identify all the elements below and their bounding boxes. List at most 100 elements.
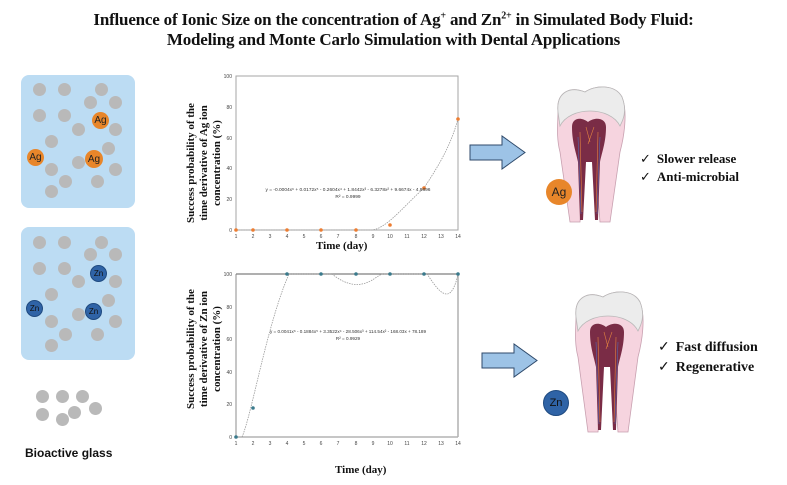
svg-text:20: 20: [226, 197, 232, 203]
title-line-2: Modeling and Monte Carlo Simulation with…: [166, 30, 621, 49]
glass-particle: [95, 83, 108, 96]
zn-chart-y-ticks: 0 20 40 60 80 100: [224, 272, 233, 441]
glass-particle: [58, 262, 71, 275]
svg-text:1: 1: [235, 234, 238, 240]
zn-ion: Zn: [85, 303, 102, 320]
zn-chart-axes: [235, 273, 459, 438]
glass-particle: [33, 236, 46, 249]
check-icon: ✓: [640, 151, 651, 166]
svg-text:14: 14: [455, 441, 461, 447]
glass-particle: [45, 339, 58, 352]
glass-particle: [109, 275, 122, 288]
svg-text:40: 40: [226, 166, 232, 172]
glass-particle: [72, 308, 85, 321]
ag-solution-box: Ag Ag Ag: [21, 75, 135, 208]
svg-text:8: 8: [355, 234, 358, 240]
svg-text:11: 11: [404, 441, 409, 447]
glass-particle: [58, 83, 71, 96]
zn-chart-x-axis-label: Time (day): [335, 464, 387, 476]
svg-text:3: 3: [269, 234, 272, 240]
glass-particle: [109, 315, 122, 328]
glass-particle: [45, 135, 58, 148]
zn-ion: Zn: [26, 300, 43, 317]
glass-particle: [95, 236, 108, 249]
svg-text:1: 1: [235, 441, 238, 447]
glass-particle: [109, 123, 122, 136]
svg-text:20: 20: [226, 402, 232, 408]
benefit-item: ✓ Anti-microbial: [640, 169, 739, 184]
zn-data-points: [234, 272, 460, 439]
svg-text:12: 12: [421, 441, 427, 447]
ag-chart-axes: [235, 75, 459, 231]
zn-trendline-equation: y = 0.0041x⁶ - 0.1884x⁵ + 3.3522x⁴ - 28.…: [270, 329, 427, 334]
glass-particle: [109, 248, 122, 261]
svg-text:6: 6: [320, 441, 323, 447]
svg-text:40: 40: [226, 370, 232, 376]
ag-ion-badge: Ag: [546, 179, 572, 205]
glass-particle: [56, 413, 69, 426]
bioactive-glass-caption: Bioactive glass: [25, 446, 113, 460]
ag-chart-y-axis-label: Success probability of the time derivati…: [185, 103, 223, 223]
ag-benefits-list: ✓ Slower release ✓ Anti-microbial: [640, 150, 739, 186]
glass-particle: [45, 315, 58, 328]
svg-text:0: 0: [229, 435, 232, 441]
svg-text:5: 5: [303, 234, 306, 240]
svg-text:100: 100: [224, 272, 233, 278]
glass-particle: [102, 294, 115, 307]
tooth-icon: [575, 291, 644, 433]
svg-text:11: 11: [404, 234, 409, 240]
ag-data-points: [234, 117, 460, 232]
glass-particle: [68, 406, 81, 419]
svg-text:60: 60: [226, 337, 232, 343]
ag-chart-x-axis-label: Time (day): [316, 240, 368, 252]
glass-particle: [76, 390, 89, 403]
arrow-right-icon: [481, 343, 538, 378]
ag-ion: Ag: [27, 149, 44, 166]
glass-particle: [45, 288, 58, 301]
svg-text:4: 4: [286, 234, 289, 240]
benefit-item: ✓ Regenerative: [658, 360, 755, 375]
glass-particle: [91, 328, 104, 341]
zn-solution-box: Zn Zn Zn: [21, 227, 135, 360]
glass-particle: [33, 109, 46, 122]
glass-particle: [109, 96, 122, 109]
glass-particle: [91, 175, 104, 188]
zn-chart-x-ticks: 1 2 3 4 5 6 7 8 9 10 11 12 13 14: [235, 441, 461, 447]
svg-text:0: 0: [229, 228, 232, 234]
glass-particle: [102, 142, 115, 155]
glass-particle: [109, 163, 122, 176]
check-icon: ✓: [658, 340, 670, 355]
svg-text:13: 13: [438, 234, 444, 240]
svg-text:100: 100: [224, 74, 233, 80]
glass-particle: [45, 163, 58, 176]
svg-text:13: 13: [438, 441, 444, 447]
check-icon: ✓: [658, 360, 670, 375]
ag-trendline: [236, 118, 459, 231]
ag-chart-y-ticks: 0 20 40 60 80 100: [224, 74, 233, 234]
svg-text:5: 5: [303, 441, 306, 447]
svg-text:12: 12: [421, 234, 427, 240]
zn-ion: Zn: [90, 265, 107, 282]
svg-text:60: 60: [226, 136, 232, 142]
zn-trendline-r2: R² = 0.9929: [336, 336, 361, 341]
ag-chart-x-ticks: 1 2 3 4 5 6 7 8 9 10 11 12 13 14: [235, 234, 461, 240]
zn-trendline: [241, 273, 459, 438]
glass-particle: [36, 390, 49, 403]
glass-particle: [33, 262, 46, 275]
zn-benefits-list: ✓ Fast diffusion ✓ Regenerative: [658, 338, 758, 378]
glass-particle: [56, 390, 69, 403]
ag-ion: Ag: [85, 150, 103, 168]
svg-text:2: 2: [252, 441, 255, 447]
svg-text:3: 3: [269, 441, 272, 447]
glass-particle: [59, 328, 72, 341]
glass-particle: [84, 96, 97, 109]
glass-particle: [33, 83, 46, 96]
glass-particle: [72, 275, 85, 288]
svg-text:7: 7: [337, 234, 340, 240]
svg-text:10: 10: [387, 234, 393, 240]
svg-text:2: 2: [252, 234, 255, 240]
glass-particle: [59, 175, 72, 188]
svg-text:14: 14: [455, 234, 461, 240]
